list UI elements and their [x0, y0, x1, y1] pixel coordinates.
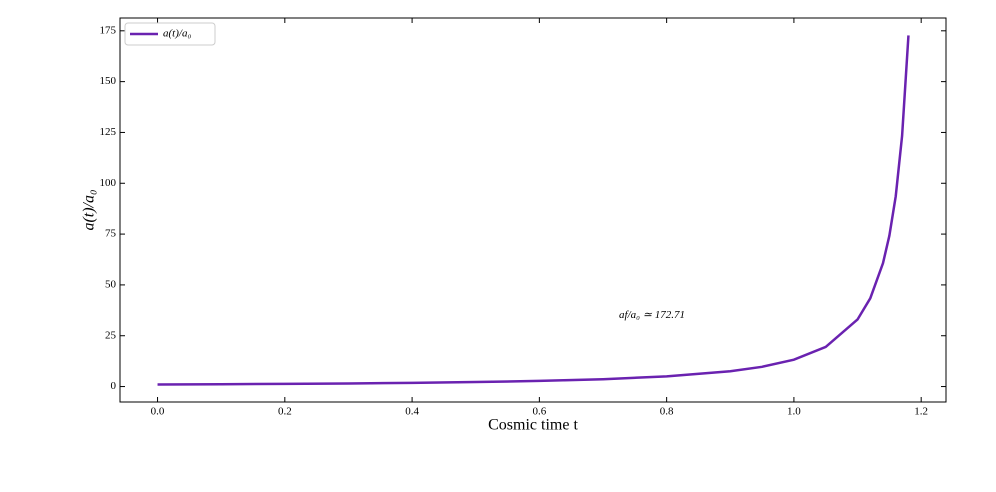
x-tick-label: 0.0	[151, 406, 165, 418]
y-axis-label: a(t)/a₀	[81, 189, 98, 230]
x-tick-label: 0.2	[278, 406, 292, 418]
y-tick-label: 25	[105, 329, 117, 341]
data-line	[157, 35, 910, 386]
x-tick-label: 0.8	[660, 406, 674, 418]
y-tick-label: 125	[100, 126, 117, 138]
x-tick-label: 1.0	[787, 406, 801, 418]
annotation: af/a₀ ≃ 172.71	[619, 309, 685, 321]
x-axis-label: Cosmic time t	[488, 417, 578, 434]
legend-box	[124, 22, 216, 46]
x-tick-label: 1.2	[914, 406, 928, 418]
x-tick-label: 0.4	[405, 406, 419, 418]
y-tick-label: 100	[100, 177, 117, 189]
x-tick-label: 0.6	[532, 406, 546, 418]
y-tick-label: 0	[111, 380, 117, 392]
y-tick-label: 50	[105, 278, 117, 290]
y-tick-label: 75	[105, 228, 117, 240]
y-tick-label: 150	[100, 75, 117, 87]
legend-label: a(t)/a₀	[163, 28, 191, 40]
y-tick-label: 175	[100, 24, 117, 36]
plot-frame	[119, 17, 947, 403]
